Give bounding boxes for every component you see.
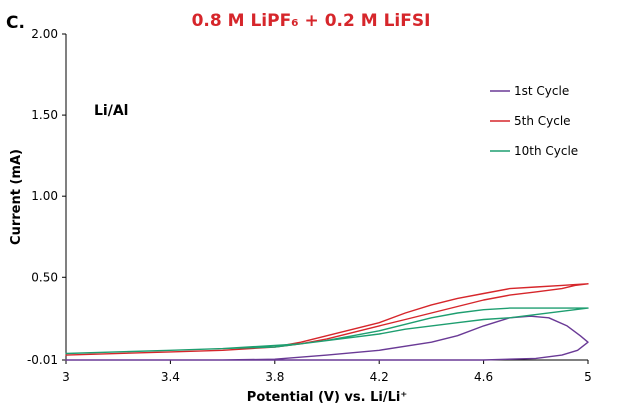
y-tick-label: 2.00 (31, 27, 58, 41)
legend-label: 5th Cycle (514, 114, 571, 128)
y-ticks: -0.01 0.50 1.00 1.50 2.00 (27, 27, 66, 367)
series-line-3 (65, 307, 589, 355)
axes (65, 34, 588, 361)
y-tick-label: 1.50 (31, 108, 58, 122)
legend: 1st Cycle 5th Cycle 10th Cycle (490, 84, 578, 158)
series-line-2 (65, 283, 589, 356)
legend-label: 1st Cycle (514, 84, 569, 98)
x-tick-label: 4.6 (474, 370, 493, 384)
y-tick-label: -0.01 (27, 353, 58, 367)
plot-area (65, 283, 589, 361)
panel-label: C. (6, 13, 25, 33)
x-tick-label: 4.2 (370, 370, 389, 384)
x-tick-label: 3.8 (265, 370, 284, 384)
x-axis-label: Potential (V) vs. Li/Li⁺ (247, 390, 407, 405)
series-line-1 (65, 315, 589, 361)
y-axis-label: Current (mA) (9, 149, 24, 245)
x-tick-label: 3.4 (161, 370, 180, 384)
chart-title: 0.8 M LiPF₆ + 0.2 M LiFSI (192, 11, 431, 31)
x-tick-label: 3 (62, 370, 70, 384)
x-tick-label: 5 (584, 370, 592, 384)
y-tick-label: 0.50 (31, 270, 58, 284)
x-ticks: 3 3.4 3.8 4.2 4.6 5 (62, 360, 592, 384)
inset-label: Li/Al (94, 103, 128, 119)
legend-label: 10th Cycle (514, 144, 578, 158)
y-tick-label: 1.00 (31, 189, 58, 203)
